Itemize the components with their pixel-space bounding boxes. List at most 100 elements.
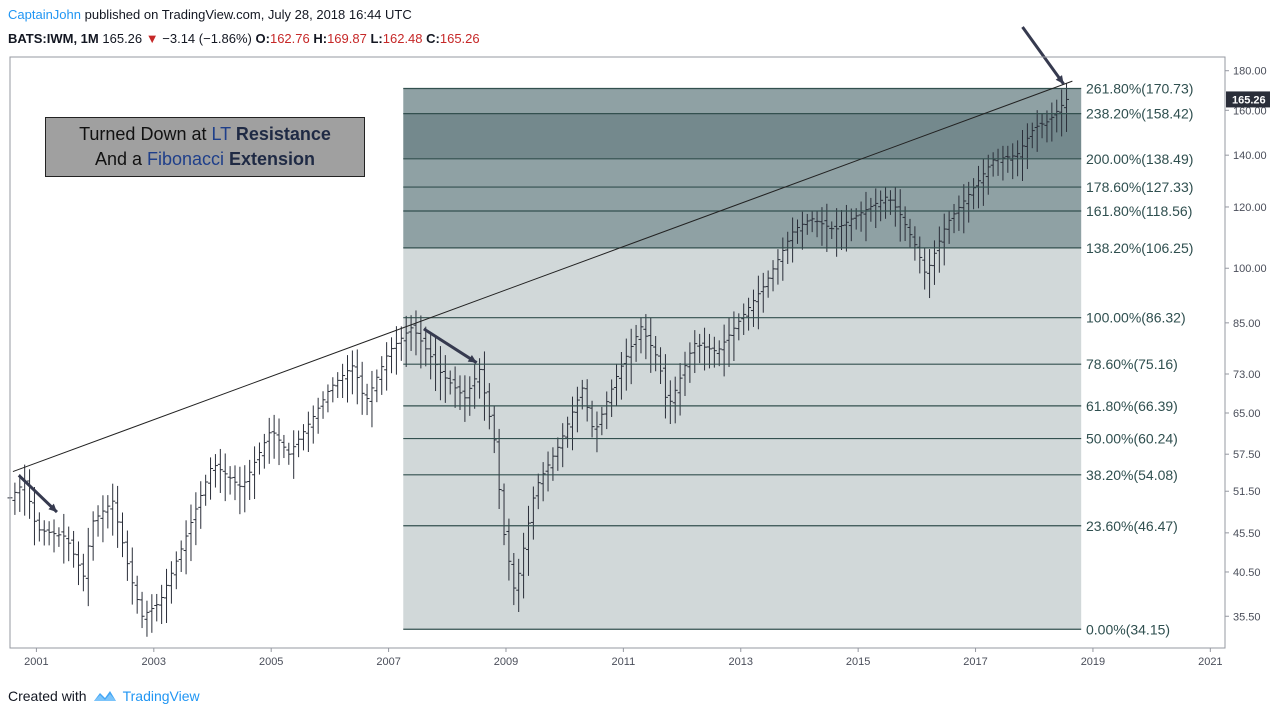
tradingview-link[interactable]: TradingView [93,688,200,704]
price-bar [129,547,135,605]
price-bar [325,384,331,413]
price-bar [716,340,722,367]
price-bar [511,552,517,606]
price-bar [491,406,497,454]
high-label: H: [313,31,328,46]
price-bar [892,187,898,227]
price-bar [902,206,908,242]
price-bar [105,495,111,529]
price-bar [790,217,796,263]
price-bar [423,326,429,367]
y-tick-label: 65.00 [1233,408,1261,420]
price-bar [770,260,776,292]
fib-zones [403,88,1082,630]
fib-level-label: 161.80%(118.56) [1086,203,1192,219]
price-bar [653,335,659,372]
price-bar [256,442,262,475]
price-bar [457,375,463,410]
price-bar [481,351,487,421]
price-bar [834,208,840,257]
price-bar [398,326,404,361]
price-bar [56,527,62,547]
y-tick-label: 180.00 [1233,66,1267,78]
price-bar [1059,89,1065,137]
price-bar [545,451,551,492]
price-bar [765,270,771,298]
price-bar [907,218,913,248]
price-bar [296,430,302,458]
symbol-interval: BATS:IWM, 1M [8,31,99,46]
price-bar [946,210,952,244]
price-bar [300,424,306,451]
price-bar [697,333,703,364]
fib-level-label: 50.00%(60.24) [1086,431,1178,447]
price-bar [799,211,805,250]
price-bar [1039,113,1045,139]
price-bar [990,152,996,177]
price-bar [760,272,766,313]
price-bar [100,495,106,543]
price-bar [403,315,409,367]
price-bar [980,158,986,206]
price-bar [672,376,678,424]
close-label: C: [426,31,440,46]
price-bar [501,483,507,546]
price-bar [496,428,502,510]
price-bar [203,474,209,506]
price-bar [863,191,869,242]
x-tick-label: 2007 [376,656,400,668]
price-bar [12,482,18,515]
price-bar [726,317,732,367]
price-bar [359,361,365,415]
price-bar [310,405,316,444]
price-bar [555,437,561,471]
price-bar [702,327,708,371]
price-bar [477,358,483,399]
price-bar [154,593,160,622]
annotation-line-1: Turned Down at LT Resistance [79,124,331,144]
price-bar [418,315,424,369]
price-bar [643,314,649,360]
price-bar [633,324,639,362]
fib-level-label: 23.60%(46.47) [1086,518,1178,534]
price-bar [22,464,28,516]
low-label: L: [370,31,383,46]
price-bar [565,416,571,448]
price-bar [1064,83,1070,132]
x-tick-label: 2005 [259,656,283,668]
price-bar [985,154,991,195]
brand-name: TradingView [122,688,200,704]
price-bar [36,512,42,542]
price-bar [540,462,546,502]
price-bar [618,351,624,400]
price-bar [521,532,527,599]
price-bar [677,363,683,416]
x-tick-label: 2013 [729,656,753,668]
price-bar [579,379,585,410]
fib-level-label: 178.60%(127.33) [1086,179,1193,195]
price-bar [814,210,820,238]
price-bar [345,355,350,403]
y-tick-label: 35.50 [1233,611,1261,623]
price-bar [335,372,341,398]
price-bar [1020,130,1025,182]
price-bar [584,379,590,422]
price-bar [115,485,121,548]
author-link[interactable]: CaptainJohn [8,7,81,22]
price-bar [330,377,336,403]
price-bar [711,336,717,368]
high-value: 169.87 [327,31,367,46]
price-bar [452,366,458,408]
fib-level-label: 138.20%(106.25) [1086,240,1193,256]
price-bar [922,248,928,290]
price-bar [462,375,468,422]
price-bar [237,466,243,515]
price-bar [966,181,972,223]
price-bar [741,303,747,335]
last-price-label: 165.26 [1232,94,1266,106]
price-bar [951,203,957,234]
price-bar [506,518,512,581]
price-bar [750,289,756,327]
price-bar [525,505,531,576]
